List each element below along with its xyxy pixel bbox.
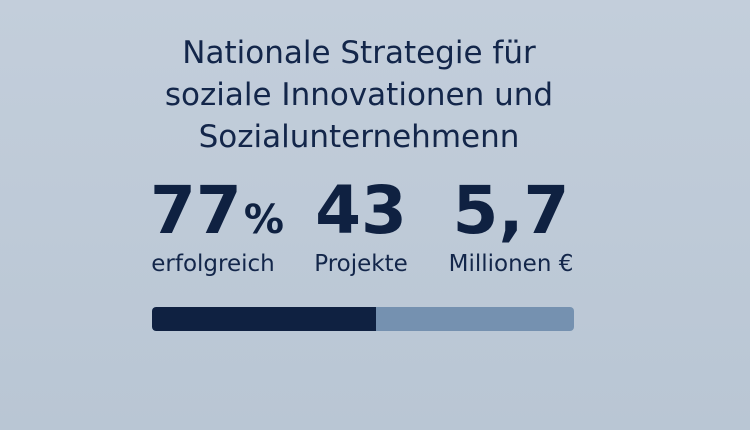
title-line-1: Nationale Strategie für xyxy=(182,35,536,71)
stat-success-rate: 77% erfolgreich xyxy=(150,172,284,278)
stats-row: 77% erfolgreich 43 Projekte 5,7 Millione… xyxy=(0,172,750,282)
stat-value: 77% xyxy=(150,172,284,250)
stat-label: Millionen € xyxy=(448,251,574,277)
stat-number: 77 xyxy=(150,172,242,249)
stat-value: 43 xyxy=(305,172,417,250)
title-line-2: soziale Innovationen und xyxy=(164,77,554,113)
stat-unit: % xyxy=(243,197,284,243)
stat-projects: 43 Projekte xyxy=(305,172,417,278)
page-title: Nationale Strategie für soziale Innovati… xyxy=(0,32,718,158)
stat-value: 5,7 xyxy=(440,172,582,250)
progress-bar-fill xyxy=(152,307,376,331)
title-line-3: Sozialunternehmenn xyxy=(198,119,520,155)
stat-label: Projekte xyxy=(314,251,408,277)
stat-budget: 5,7 Millionen € xyxy=(440,172,582,278)
stat-label: erfolgreich xyxy=(151,251,275,277)
stat-number: 43 xyxy=(315,172,407,249)
stat-number: 5,7 xyxy=(452,172,570,249)
progress-bar xyxy=(152,307,574,331)
